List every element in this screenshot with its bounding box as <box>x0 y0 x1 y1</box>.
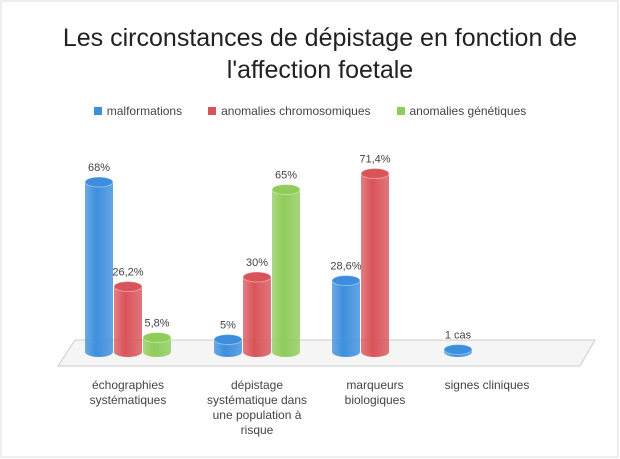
bar-top <box>84 176 114 188</box>
x-tick-label: signes cliniques <box>444 378 530 392</box>
data-label: 1 cas <box>445 330 472 342</box>
bar-top <box>443 344 473 355</box>
chart-title: Les circonstances de dépistage en foncti… <box>62 24 578 84</box>
legend: malformations anomalies chromosomiques ano… <box>0 104 620 118</box>
bar <box>360 168 390 357</box>
x-tick-label: échographies systématiques <box>89 378 167 407</box>
bar-body <box>214 339 242 357</box>
bar <box>84 176 114 357</box>
legend-label: anomalies chromosomiques <box>221 104 371 118</box>
x-tick-label: marqueurs biologiques <box>344 378 406 407</box>
data-label: 28,6% <box>330 261 361 273</box>
legend-swatch <box>208 107 217 115</box>
bar-body <box>332 280 360 357</box>
bar <box>443 344 473 357</box>
bar-body <box>243 277 271 357</box>
legend-label: malformations <box>106 104 183 118</box>
legend-item: anomalies génétiques <box>396 104 527 118</box>
bar-body <box>114 286 142 357</box>
bar-top <box>213 334 243 345</box>
bar-top <box>331 275 361 286</box>
data-label: 26,2% <box>112 267 143 279</box>
legend-label: anomalies génétiques <box>409 104 527 118</box>
data-label: 5% <box>220 320 236 332</box>
bar <box>213 334 243 357</box>
bar-body <box>361 173 389 357</box>
bar-body <box>272 189 300 357</box>
x-tick-label: dépistage systématique dans une populati… <box>206 378 308 437</box>
legend-swatch <box>396 107 405 115</box>
bar <box>271 184 301 357</box>
bar-top <box>242 271 272 283</box>
data-label: 30% <box>246 257 268 269</box>
data-label: 71,4% <box>359 154 390 166</box>
data-label: 65% <box>275 170 297 182</box>
bar-body <box>143 337 171 357</box>
bar <box>113 281 143 357</box>
legend-item: malformations <box>93 104 183 118</box>
data-label: 5,8% <box>144 318 169 330</box>
data-label: 68% <box>88 162 110 174</box>
bar-top <box>113 281 143 292</box>
bar-top <box>271 184 301 195</box>
legend-item: anomalies chromosomiques <box>208 104 371 118</box>
bar-body <box>85 182 113 357</box>
bar <box>242 271 272 357</box>
bar-top <box>360 168 390 179</box>
legend-swatch <box>93 107 102 115</box>
bar-top <box>142 332 172 343</box>
bar <box>331 275 361 357</box>
bar <box>142 332 172 357</box>
